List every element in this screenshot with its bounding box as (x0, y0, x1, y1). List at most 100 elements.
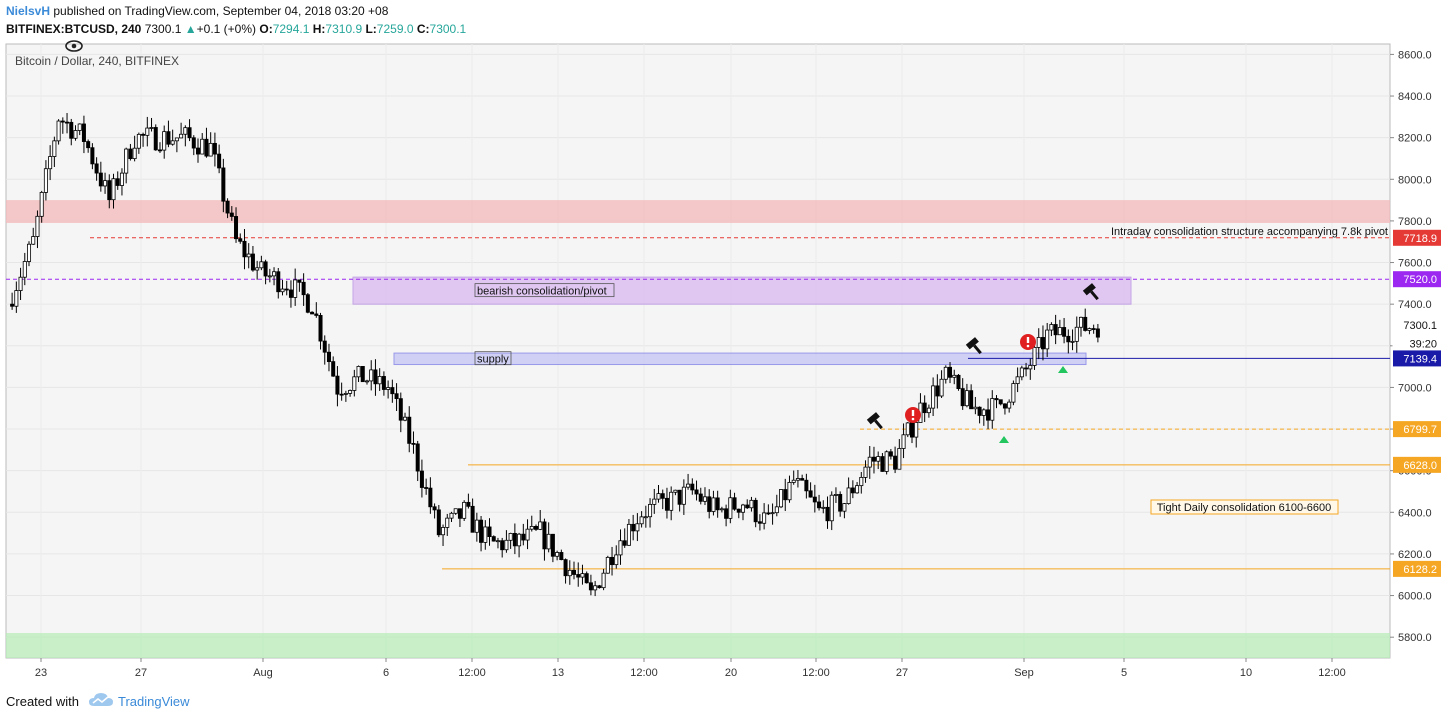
candle-up (643, 516, 648, 519)
candle-up (973, 406, 978, 410)
candle-down (888, 451, 893, 457)
candle-down (631, 523, 636, 532)
candle-down (487, 526, 492, 537)
candle-down (533, 526, 538, 530)
candle-down (301, 281, 306, 296)
candle-down (98, 172, 103, 187)
y-tick-label: 8200.0 (1398, 133, 1432, 145)
candle-up (833, 494, 838, 496)
candle-up (200, 138, 205, 155)
candle-down (419, 470, 424, 488)
candle-down (753, 499, 758, 523)
candle-down (107, 180, 112, 201)
published-text: published on TradingView.com, September … (53, 4, 389, 18)
candle-up (208, 142, 213, 157)
candle-up (939, 378, 944, 397)
price-label-box (1393, 350, 1441, 367)
symbol-text[interactable]: BITFINEX:BTCUSD, 240 (6, 22, 142, 36)
candle-down (550, 533, 555, 557)
candle-down (1095, 328, 1100, 338)
x-tick-label: Sep (1014, 667, 1034, 679)
candle-up (787, 482, 792, 501)
candle-down (326, 351, 331, 363)
candle-down (909, 422, 914, 438)
candle-down (1053, 324, 1058, 336)
candle-up (462, 501, 467, 519)
candle-up (555, 552, 560, 557)
price-label-box (1393, 421, 1441, 438)
candle-down (187, 127, 192, 139)
plot-area[interactable] (5, 43, 1391, 659)
candle-up (14, 290, 19, 307)
candle-up (770, 512, 775, 515)
candle-down (563, 559, 568, 577)
eye-icon[interactable] (65, 40, 83, 52)
y-tick-label: 7600.0 (1398, 258, 1432, 270)
candle-down (153, 127, 158, 151)
candle-down (305, 294, 310, 313)
candle-down (838, 494, 843, 512)
y-tick-label: 6200.0 (1398, 549, 1432, 561)
price-label: 7520.0 (1403, 274, 1437, 286)
candle-up (145, 127, 150, 136)
price-label-box (1393, 271, 1441, 288)
alert-dot (1026, 344, 1030, 348)
candle-down (94, 163, 99, 174)
high-label: H: (312, 22, 326, 36)
price-label: 7300.1 (1403, 320, 1437, 332)
candle-up (474, 519, 479, 533)
candle-down (166, 131, 171, 145)
candle-up (1078, 316, 1083, 328)
horizontal-levels (6, 237, 1390, 570)
candle-up (441, 527, 446, 536)
tradingview-cloud-icon[interactable] (88, 692, 114, 708)
candle-up (829, 494, 834, 522)
x-tick-label: 27 (896, 667, 908, 679)
candle-up (1074, 326, 1079, 342)
y-tick-label: 8600.0 (1398, 49, 1432, 61)
candle-up (648, 503, 653, 518)
candle-down (724, 508, 729, 519)
candle-up (267, 275, 272, 278)
annotation-tight-daily[interactable]: Tight Daily consolidation 6100-6600 (1150, 499, 1339, 515)
candle-down (893, 455, 898, 470)
author-link[interactable]: NielsvH (6, 4, 51, 18)
candle-down (559, 552, 564, 561)
y-tick-label: 6400.0 (1398, 507, 1432, 519)
annotation-tight-daily-text: Tight Daily consolidation 6100-6600 (1157, 502, 1331, 514)
candle-up (669, 491, 674, 511)
candle-up (1070, 340, 1075, 343)
candle-up (348, 390, 353, 394)
candle-up (174, 137, 179, 142)
candle-down (225, 200, 230, 214)
created-with-text: Created with (6, 694, 79, 709)
candle-down (998, 399, 1003, 405)
candle-up (901, 434, 906, 449)
price-label-box (1392, 316, 1442, 334)
alert-icon (905, 407, 921, 423)
candle-down (622, 540, 627, 546)
candle-down (457, 508, 462, 519)
candle-down (694, 489, 699, 495)
candle-down (597, 585, 602, 589)
candle-up (52, 140, 57, 157)
annotation-intraday[interactable]: Intraday consolidation structure accompa… (1111, 226, 1388, 238)
tradingview-link[interactable]: TradingView (118, 694, 190, 709)
zone-label-box (474, 351, 512, 366)
candle-up (31, 236, 36, 245)
candle-down (956, 374, 961, 390)
candle-up (43, 168, 48, 193)
candle-up (343, 392, 348, 395)
candle-down (436, 509, 441, 536)
candle-up (356, 366, 361, 378)
low-label: L: (365, 22, 377, 36)
candle-down (732, 497, 737, 510)
hammer-head (965, 337, 979, 350)
candle-down (512, 532, 517, 547)
markers (866, 283, 1099, 443)
candle-up (580, 573, 585, 578)
zone-1 (352, 276, 1132, 305)
candle-up (162, 131, 167, 151)
x-tick-label: Aug (253, 667, 273, 679)
